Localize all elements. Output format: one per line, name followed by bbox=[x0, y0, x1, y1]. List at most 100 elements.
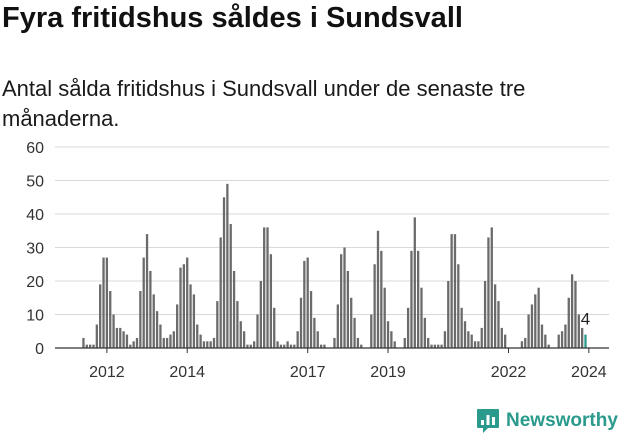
bar bbox=[406, 307, 410, 348]
bar bbox=[350, 297, 353, 348]
bar bbox=[125, 334, 129, 348]
bar bbox=[229, 224, 232, 348]
bar bbox=[453, 234, 457, 348]
bar bbox=[473, 341, 477, 348]
y-tick-label: 40 bbox=[26, 207, 44, 224]
bar bbox=[259, 281, 262, 348]
bar bbox=[135, 337, 139, 348]
bar bbox=[99, 284, 102, 348]
bar bbox=[256, 314, 259, 348]
bar bbox=[316, 331, 319, 348]
bar bbox=[333, 337, 336, 348]
bar bbox=[427, 337, 430, 348]
bar bbox=[380, 250, 383, 348]
bar bbox=[286, 341, 289, 348]
bar bbox=[232, 270, 236, 348]
bar bbox=[574, 281, 577, 348]
bar bbox=[356, 337, 360, 348]
bar bbox=[162, 337, 165, 348]
bar bbox=[520, 341, 524, 348]
bar bbox=[276, 341, 279, 348]
bar bbox=[417, 250, 420, 348]
bar bbox=[226, 183, 229, 348]
bar bbox=[480, 327, 483, 348]
bar bbox=[186, 257, 189, 348]
bar bbox=[457, 264, 460, 348]
x-axis-ticks: 2012 2014 2017 2019 2022 2024 bbox=[89, 348, 607, 381]
bar bbox=[196, 324, 199, 348]
bar bbox=[172, 331, 175, 348]
bar bbox=[410, 250, 413, 348]
bar bbox=[537, 287, 540, 348]
bar bbox=[534, 294, 537, 348]
bar bbox=[500, 327, 503, 348]
bar bbox=[279, 344, 283, 348]
bar bbox=[115, 327, 119, 348]
bar bbox=[383, 287, 386, 348]
bar bbox=[189, 284, 192, 348]
bar bbox=[376, 230, 380, 348]
bar bbox=[319, 344, 323, 348]
bar bbox=[557, 334, 560, 348]
bar bbox=[299, 297, 303, 348]
bar bbox=[92, 344, 95, 348]
brand-name: Newsworthy bbox=[506, 410, 618, 431]
bar bbox=[340, 254, 343, 348]
bar bbox=[581, 327, 584, 348]
bar bbox=[443, 331, 447, 348]
bar bbox=[487, 237, 490, 348]
bar bbox=[246, 344, 249, 348]
chart-title: Fyra fritidshus såldes i Sundsvall bbox=[2, 2, 463, 34]
bar bbox=[88, 344, 92, 348]
bar bbox=[102, 257, 105, 348]
y-axis-ticks: 0 10 20 30 40 50 60 bbox=[26, 140, 44, 358]
bar bbox=[309, 291, 313, 348]
y-tick-label: 30 bbox=[26, 241, 44, 258]
bar bbox=[149, 270, 152, 348]
bar bbox=[179, 267, 182, 348]
y-tick-label: 50 bbox=[26, 174, 44, 191]
bar bbox=[447, 281, 450, 348]
bar bbox=[360, 344, 363, 348]
bar bbox=[139, 291, 142, 348]
bar bbox=[493, 284, 497, 348]
bar bbox=[567, 297, 570, 348]
y-tick-label: 20 bbox=[26, 274, 44, 291]
y-tick-label: 0 bbox=[35, 341, 44, 358]
bar bbox=[199, 334, 202, 348]
bar bbox=[145, 234, 149, 348]
bar bbox=[239, 321, 242, 348]
bar bbox=[155, 311, 159, 348]
bar bbox=[423, 317, 426, 348]
bar bbox=[216, 301, 219, 348]
bar bbox=[95, 324, 98, 348]
newsworthy-logo-icon bbox=[477, 409, 499, 433]
bar bbox=[544, 334, 547, 348]
bar bbox=[346, 270, 350, 348]
bar bbox=[263, 227, 266, 348]
bar bbox=[467, 331, 470, 348]
bar bbox=[289, 344, 293, 348]
bar bbox=[470, 334, 473, 348]
bar bbox=[313, 317, 316, 348]
y-tick-label: 60 bbox=[26, 140, 44, 157]
bar bbox=[390, 331, 393, 348]
bar bbox=[433, 344, 437, 348]
y-tick-label: 10 bbox=[26, 308, 44, 325]
bar bbox=[182, 264, 186, 348]
bar bbox=[483, 281, 487, 348]
bar bbox=[242, 331, 246, 348]
bar bbox=[296, 331, 299, 348]
bar bbox=[420, 287, 423, 348]
bar bbox=[152, 294, 155, 348]
x-tick-label: 2012 bbox=[89, 364, 125, 381]
bar bbox=[176, 304, 179, 348]
bar bbox=[132, 341, 135, 348]
bar bbox=[353, 317, 356, 348]
bar bbox=[165, 337, 169, 348]
bar bbox=[336, 304, 339, 348]
bar bbox=[460, 307, 463, 348]
bar bbox=[222, 197, 226, 348]
brand-logo: Newsworthy bbox=[476, 408, 618, 434]
